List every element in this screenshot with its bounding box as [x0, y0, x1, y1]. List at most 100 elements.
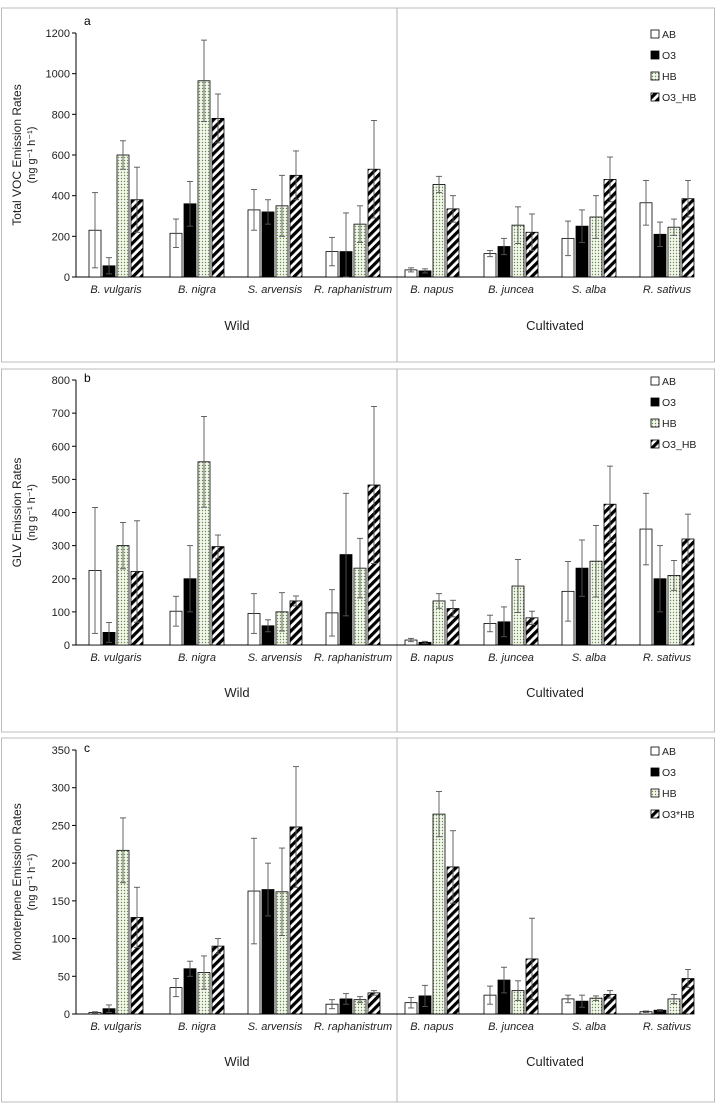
- panel-c-legend-label-ab: AB: [662, 746, 676, 758]
- panel-b-category-label-r-raphanistrum: R. raphanistrum: [314, 652, 392, 664]
- panel-c-errorbar-b-vulgaris-o3: [106, 1004, 112, 1013]
- panel-c-errorbar-r-sativus-hb: [671, 993, 677, 1004]
- panel-a-errorbar-r-sativus-o3-hb: [685, 179, 691, 218]
- panel-a-bar-b-vulgaris-hb: [116, 154, 130, 278]
- panel-a-errorbar-r-sativus-ab: [643, 179, 649, 226]
- panel-b-ytick-label: 300: [52, 541, 70, 553]
- panel-b-errorbar-b-napus-ab: [408, 637, 414, 643]
- panel-b-legend-swatch-hb: [650, 418, 660, 428]
- panel-b-errorbar-b-napus-o3: [422, 640, 428, 644]
- panel-b-errorbar-r-sativus-o3: [657, 545, 663, 613]
- panel-b-group-label-cultivated: Cultivated: [526, 685, 584, 700]
- panel-a-legend-label-ab: AB: [662, 29, 676, 41]
- panel-b-errorbar-b-vulgaris-hb: [120, 521, 126, 570]
- panel-b-errorbar-s-alba-o3: [579, 539, 585, 597]
- panel-a-errorbar-b-juncea-hb: [515, 206, 521, 244]
- panel-b-errorbar-b-nigra-o3: [187, 545, 193, 613]
- panel-a-category-label-r-raphanistrum: R. raphanistrum: [314, 284, 392, 296]
- panel-c-frame: [1, 737, 715, 1103]
- panel-c-errorbar-b-napus-o3: [422, 984, 428, 1007]
- panel-c-errorbar-r-raphanistrum-hb: [357, 996, 363, 1004]
- panel-a-chart: 0 200 400 600 800 1000 1200 a Total VOC Emission…: [1, 7, 715, 363]
- panel-c-ytick-label: 50: [58, 971, 70, 983]
- panel-b-ytick-label: 400: [52, 508, 70, 520]
- panel-b-legend-label-ab: AB: [662, 376, 676, 388]
- panel-a-legend-swatch-o3: [650, 50, 660, 60]
- panel-b-errorbar-s-arvensis-ab: [251, 593, 257, 634]
- panel-c-legend-swatch-o3-hb: [650, 809, 660, 819]
- panel-a-legend-swatch-hb: [650, 71, 660, 81]
- panel-b-errorbar-b-napus-o3-hb: [450, 599, 456, 618]
- panel-b-bar-b-nigra-o3-hb: [211, 546, 225, 646]
- panel-a-errorbar-s-alba-hb: [593, 195, 599, 239]
- panel-c-errorbar-b-napus-o3-hb: [450, 830, 456, 904]
- panel-a-errorbar-b-juncea-o3-hb: [529, 213, 535, 252]
- panel-b-errorbar-b-nigra-ab: [173, 595, 179, 627]
- panel-c-errorbar-b-nigra-hb: [201, 955, 207, 990]
- panel-b-ytick-label: 100: [52, 607, 70, 619]
- panel-c-category-label-r-sativus: R. sativus: [643, 1021, 692, 1033]
- panel-a-errorbar-b-juncea-o3: [501, 237, 507, 256]
- panel-a-errorbar-b-juncea-ab: [487, 250, 493, 258]
- panel-b-errorbar-b-vulgaris-o3-hb: [134, 520, 140, 623]
- panel-b-legend-label-hb: HB: [662, 418, 677, 430]
- panel-b-ytick-label: 700: [52, 408, 70, 420]
- panel-c-category-label-b-napus: B. napus: [410, 1021, 454, 1033]
- panel-a-category-label-b-napus: B. napus: [410, 284, 454, 296]
- panel-b-errorbar-s-arvensis-o3-hb: [293, 595, 299, 607]
- panel-c-ytick-label: 350: [52, 745, 70, 757]
- panel-c-category-label-s-arvensis: S. arvensis: [248, 1021, 303, 1033]
- panel-b-legend-swatch-o3: [650, 397, 660, 407]
- panel-a-errorbar-s-alba-o3: [579, 209, 585, 243]
- panel-a-errorbar-b-napus-o3: [422, 268, 428, 274]
- panel-b-chart: 0 100 200 300 400 500 600 700 800 b GLV Emission R…: [1, 368, 715, 733]
- panel-a-errorbar-s-arvensis-hb: [279, 174, 285, 237]
- panel-b-category-label-b-nigra: B. nigra: [178, 652, 216, 664]
- panel-c-category-label-b-vulgaris: B. vulgaris: [90, 1021, 142, 1033]
- panel-a-ytick-label: 200: [52, 231, 70, 243]
- panel-a-errorbar-s-arvensis-o3-hb: [293, 150, 299, 201]
- panel-a-group-label-cultivated: Cultivated: [526, 318, 584, 333]
- panel-a-errorbar-r-raphanistrum-o3-hb: [371, 119, 377, 219]
- panel-a-category-label-s-alba: S. alba: [572, 284, 606, 296]
- panel-a-errorbar-b-nigra-hb: [201, 39, 207, 122]
- panel-c-group-label-wild: Wild: [224, 1054, 249, 1069]
- panel-b-errorbar-b-juncea-o3-hb: [529, 610, 535, 625]
- panel-c-errorbar-b-juncea-hb: [515, 980, 521, 1001]
- panel-a-group-label-wild: Wild: [224, 318, 249, 333]
- panel-a-category-label-r-sativus: R. sativus: [643, 284, 692, 296]
- panel-b-errorbar-s-alba-ab: [565, 561, 571, 622]
- panel-c-legend-swatch-ab: [650, 746, 660, 756]
- panel-a-ytick-label: 800: [52, 109, 70, 121]
- panel-a-errorbar-b-vulgaris-o3: [106, 257, 112, 275]
- panel-b-errorbar-r-raphanistrum-hb: [357, 537, 363, 599]
- panel-b-errorbar-b-napus-hb: [436, 593, 442, 609]
- panel-b-legend-label-o3-hb: O3_HB: [662, 439, 696, 451]
- panel-b-ytick-label: 200: [52, 574, 70, 586]
- panel-b-group-label-wild: Wild: [224, 685, 249, 700]
- panel-b-legend-swatch-o3-hb: [650, 439, 660, 449]
- panel-c-errorbar-s-arvensis-o3-hb: [293, 766, 299, 888]
- panel-b-ylabel-units: (ng g⁻¹ h⁻¹): [26, 484, 38, 541]
- panel-a-errorbar-b-napus-ab: [408, 267, 414, 273]
- panel-c-errorbar-b-vulgaris-ab: [92, 1011, 98, 1014]
- panel-c-legend-swatch-o3: [650, 767, 660, 777]
- panel-b-errorbar-b-nigra-o3-hb: [215, 534, 221, 559]
- panel-b-ytick-label: 800: [52, 375, 70, 387]
- panel-b-errorbar-r-raphanistrum-ab: [329, 589, 335, 637]
- panel-b-category-label-s-alba: S. alba: [572, 652, 606, 664]
- panel-b-panel-letter: b: [84, 371, 91, 385]
- panel-c-errorbar-s-arvensis-o3: [265, 862, 271, 917]
- panel-c-errorbar-b-juncea-o3-hb: [529, 917, 535, 1001]
- panel-b-errorbar-b-nigra-hb: [201, 415, 207, 508]
- panel-b-errorbar-r-sativus-ab: [643, 492, 649, 566]
- panel-c-ytick-label: 100: [52, 934, 70, 946]
- panel-c-errorbar-r-sativus-ab: [643, 1010, 649, 1013]
- panel-a-ylabel: Total VOC Emission Rates: [10, 84, 24, 225]
- panel-c-errorbar-b-vulgaris-o3-hb: [134, 886, 140, 949]
- panel-c-group-label-cultivated: Cultivated: [526, 1054, 584, 1069]
- panel-c-chart: 0 50 100 150 200 250 300 350 c Monoterpene Emissi…: [1, 737, 715, 1103]
- panel-b-legend-swatch-ab: [650, 376, 660, 386]
- panel-b-category-label-b-juncea: B. juncea: [488, 652, 534, 664]
